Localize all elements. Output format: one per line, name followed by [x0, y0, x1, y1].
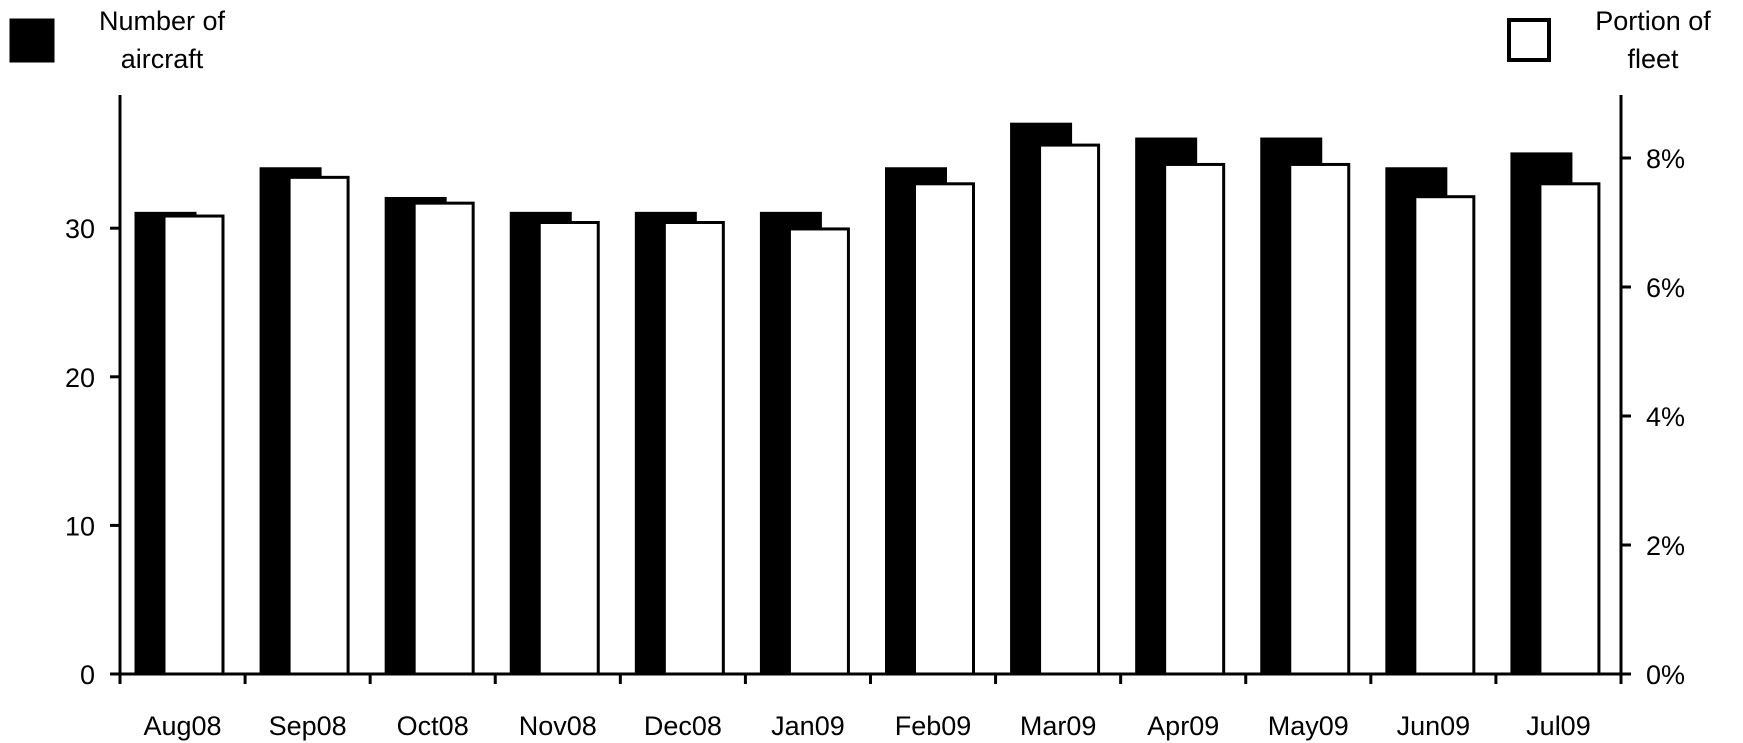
x-tick-label-May09: May09: [1268, 711, 1349, 741]
bar-portion-Nov08: [537, 221, 600, 676]
bar-portion-May09: [1288, 162, 1351, 676]
bars: [134, 122, 1601, 676]
legend-label-aircraft-line2: aircraft: [121, 44, 204, 74]
right-y-ticks: 0% 2% 4% 6% 8%: [1621, 144, 1685, 690]
legend-left: Number of aircraft: [9, 6, 226, 74]
bar-portion-Jun09: [1413, 195, 1476, 676]
x-tick-label-Dec08: Dec08: [644, 711, 722, 741]
legend-right: Portion of fleet: [1507, 6, 1711, 74]
right-tick-label: 8%: [1646, 144, 1685, 174]
x-ticks: [118, 674, 1623, 684]
bar-portion-Oct08: [412, 201, 475, 676]
legend-swatch-aircraft: [9, 18, 55, 63]
left-tick-label: 30: [65, 214, 95, 244]
x-tick-label-Feb09: Feb09: [895, 711, 972, 741]
x-tick-label-Apr09: Apr09: [1147, 711, 1219, 741]
x-tick-label-Jun09: Jun09: [1397, 711, 1471, 741]
x-tick-label-Jul09: Jul09: [1526, 711, 1591, 741]
left-tick-label: 20: [65, 363, 95, 393]
left-tick-label: 0: [80, 660, 95, 690]
left-tick-label: 10: [65, 511, 95, 541]
x-tick-label-Oct08: Oct08: [397, 711, 469, 741]
bar-portion-Jul09: [1538, 182, 1601, 676]
x-tick-label-Sep08: Sep08: [269, 711, 347, 741]
x-tick-label-Mar09: Mar09: [1020, 711, 1097, 741]
legend-swatch-portion: [1507, 18, 1551, 62]
legend-label-portion-line2: fleet: [1627, 44, 1679, 74]
right-tick-label: 0%: [1646, 660, 1685, 690]
right-tick-label: 6%: [1646, 273, 1685, 303]
right-tick-label: 4%: [1646, 402, 1685, 432]
bar-portion-Mar09: [1038, 143, 1101, 676]
bar-portion-Jan09: [787, 227, 850, 676]
legend-label-portion-line1: Portion of: [1595, 6, 1711, 36]
bar-portion-Feb09: [913, 182, 975, 676]
bar-portion-Apr09: [1163, 162, 1226, 676]
x-tick-label-Jan09: Jan09: [771, 711, 845, 741]
left-y-ticks: 0 10 20 30: [65, 214, 120, 690]
bar-portion-Sep08: [287, 175, 350, 676]
bar-portion-Dec08: [662, 221, 725, 676]
x-tick-label-Nov08: Nov08: [519, 711, 597, 741]
right-tick-label: 2%: [1646, 531, 1685, 561]
legend-label-aircraft-line1: Number of: [99, 6, 226, 36]
bar-portion-Aug08: [162, 214, 225, 676]
x-tick-label-Aug08: Aug08: [144, 711, 222, 741]
x-tick-labels: Aug08 Sep08 Oct08 Nov08 Dec08 Jan09 Feb09 Mar09…: [144, 711, 1591, 741]
